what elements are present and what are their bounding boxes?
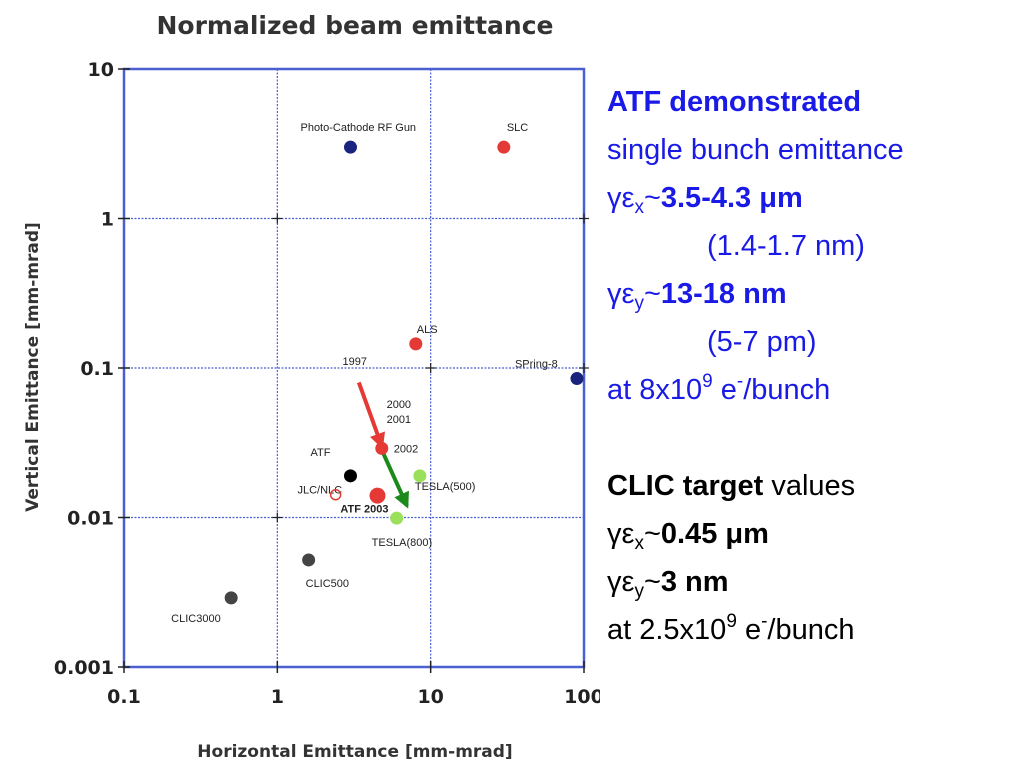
chart-title: Normalized beam emittance	[157, 11, 554, 40]
spacer	[607, 414, 1019, 462]
atf-ey-pm: (5-7 pm)	[707, 326, 817, 358]
point-slc	[497, 140, 511, 154]
atf-ex-line: γεx~3.5-4.3 μm	[607, 174, 1019, 222]
subscript-x: x	[634, 533, 644, 554]
clic-charge-suffix: /bunch	[767, 614, 855, 646]
epsilon-symbol: ε	[621, 182, 635, 214]
point-spring-8	[570, 372, 584, 386]
point-tesla-500-	[413, 469, 427, 483]
gamma-symbol: γ	[607, 278, 622, 310]
x-tick-label-2: 10	[417, 686, 443, 708]
annotation-1: 2000	[387, 399, 411, 411]
atf-heading: ATF demonstrated	[607, 86, 862, 118]
x-tick-label-1: 1	[271, 686, 284, 708]
annotation-3: ATF 2003	[340, 504, 388, 516]
y-axis-label: Vertical Emittance [mm-mrad]	[23, 222, 43, 512]
atf-charge-suffix: /bunch	[743, 374, 831, 406]
point-jlc-nlc	[369, 487, 386, 504]
open-circle-marker	[329, 488, 342, 501]
point-clic3000	[224, 591, 238, 605]
mu-symbol: μ	[759, 182, 777, 214]
point-label-8: TESLA(800)	[372, 537, 433, 549]
point-label-7: TESLA(500)	[415, 481, 476, 493]
point-atf	[343, 469, 357, 483]
mu-symbol: μ	[725, 518, 744, 550]
y-tick-label-1: 1	[101, 209, 114, 231]
clic-heading-line: CLIC target values	[607, 462, 1019, 510]
y-tick-label-4: 0.001	[54, 657, 114, 679]
point-label-0: Photo-Cathode RF Gun	[300, 122, 416, 134]
atf-ex-value: 3.5-4.3	[660, 182, 760, 214]
point-2002	[375, 441, 389, 455]
emittance-chart: Normalized beam emittance 0.1 1 10 1001010.…	[23, 11, 600, 762]
atf-ey-value: 13-18 nm	[660, 278, 787, 310]
y-tick-label-0: 10	[88, 59, 114, 81]
atf-charge-exp: 9	[702, 371, 713, 392]
subscript-y: y	[634, 293, 644, 314]
tick-labels: 0.1 1 10 100 10 1 0.1 0.01 0.001	[54, 59, 600, 708]
gamma-symbol: γ	[607, 518, 622, 550]
epsilon-symbol: ε	[621, 518, 635, 550]
side-panel: ATF demonstrated single bunch emittance …	[607, 78, 1019, 654]
atf-ey-line: γεy~13-18 nm	[607, 270, 1019, 318]
x-tick-label-0: 0.1	[107, 686, 141, 708]
point-label-2: ALS	[417, 324, 438, 336]
subscript-y: y	[634, 581, 644, 602]
arrow-1	[381, 452, 409, 509]
epsilon-symbol: ε	[621, 566, 635, 598]
m-unit: m	[776, 182, 803, 214]
clic-values: values	[763, 470, 856, 502]
point-label-9: CLIC500	[306, 578, 349, 590]
annotation-2: 2001	[387, 414, 411, 426]
tilde-symbol: ~	[643, 278, 661, 310]
point-label-10: CLIC3000	[171, 613, 221, 625]
subscript-x: x	[634, 197, 644, 218]
point-label-3: SPring-8	[515, 359, 558, 371]
clic-ey-line: γεy~3 nm	[607, 558, 1019, 606]
point-label-1: SLC	[507, 122, 528, 134]
point-label-6: JLC/NLC	[297, 485, 342, 497]
clic-ex-line: γεx~0.45 μm	[607, 510, 1019, 558]
atf-ex-nm: (1.4-1.7 nm)	[707, 230, 865, 262]
point-tesla-800-	[390, 511, 404, 525]
point-label-5: 2002	[394, 443, 418, 455]
atf-charge-prefix: at 8x10	[607, 374, 703, 406]
point-clic500	[302, 553, 316, 567]
annotations: 1997 2000 2001 ATF 2003	[329, 356, 411, 516]
data-points: Photo-Cathode RF Gun SLC ALS SPring-8 ATF 200…	[171, 122, 584, 625]
atf-subheading: single bunch emittance	[607, 134, 904, 166]
point-als	[409, 337, 423, 351]
y-tick-label-2: 0.1	[80, 358, 114, 380]
point-photo-cathode-rf-gun	[343, 140, 357, 154]
clic-charge-exp: 9	[726, 611, 737, 632]
atf-charge-line: at 8x109 e-/bunch	[607, 366, 1019, 414]
atf-charge-minus: -	[736, 371, 744, 392]
clic-charge-line: at 2.5x109 e-/bunch	[607, 606, 1019, 654]
tilde-symbol: ~	[643, 518, 661, 550]
arrow-0	[356, 381, 385, 450]
clic-ex-value: 0.45	[660, 518, 726, 550]
point-label-4: ATF	[310, 447, 330, 459]
tilde-symbol: ~	[643, 182, 661, 214]
epsilon-symbol: ε	[621, 278, 635, 310]
y-tick-label-3: 0.01	[67, 508, 114, 530]
gamma-symbol: γ	[607, 566, 622, 598]
atf-charge-mid: e	[712, 374, 737, 406]
clic-charge-prefix: at 2.5x10	[607, 614, 727, 646]
arrows	[356, 381, 409, 509]
tilde-symbol: ~	[643, 566, 661, 598]
x-tick-label-3: 100	[564, 686, 600, 708]
clic-charge-minus: -	[761, 611, 768, 632]
clic-heading: CLIC target	[607, 470, 764, 502]
gamma-symbol: γ	[607, 182, 622, 214]
atf-heading-line: ATF demonstrated	[607, 78, 1019, 126]
m-unit: m	[743, 518, 769, 550]
clic-ey-value: 3 nm	[660, 566, 729, 598]
clic-charge-mid: e	[736, 614, 762, 646]
annotation-0: 1997	[343, 356, 367, 368]
x-axis-label: Horizontal Emittance [mm-mrad]	[197, 742, 512, 762]
